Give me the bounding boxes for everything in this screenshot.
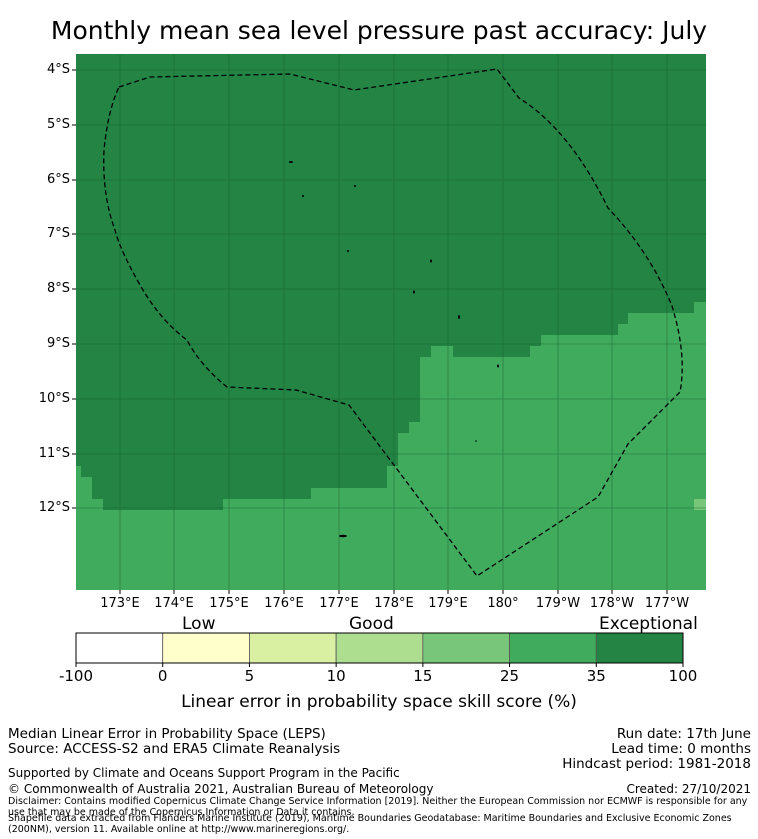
support-note: Supported by Climate and Oceans Support … — [8, 766, 400, 780]
colorbar-segment — [249, 632, 337, 664]
eez-boundary — [103, 68, 683, 577]
island — [354, 185, 356, 187]
disclaimer: Disclaimer: Contains modified Copernicus… — [8, 796, 748, 818]
colorbar-tick-label: -100 — [58, 667, 94, 685]
lead-time: Lead time: 0 months — [611, 741, 751, 757]
x-tick-label: 176°E — [264, 596, 304, 611]
y-tick-label: 8°S — [46, 281, 70, 296]
islands — [289, 161, 499, 538]
island — [458, 315, 460, 319]
created-date: Created: 27/10/2021 — [626, 782, 751, 796]
island — [413, 290, 415, 294]
island — [289, 161, 293, 163]
colorbar-tick-label: 10 — [326, 667, 346, 685]
x-tick-label: 178°E — [374, 596, 414, 611]
colorbar-segment — [335, 632, 424, 664]
x-tick-label: 174°E — [154, 596, 194, 611]
colorbar — [75, 632, 684, 667]
island — [339, 534, 347, 538]
colorbar-segment — [162, 632, 250, 664]
y-tick-label: 4°S — [46, 62, 70, 77]
copyright: © Commonwealth of Australia 2021, Austra… — [8, 782, 434, 796]
island — [430, 259, 432, 263]
category-low: Low — [182, 614, 216, 634]
y-tick-label: 11°S — [38, 446, 70, 461]
colorbar-tick-label: 25 — [500, 667, 520, 685]
x-tick-label: 180° — [487, 596, 519, 611]
tick-marks — [72, 69, 668, 594]
x-tick-label: 175°E — [209, 596, 249, 611]
y-tick-label: 12°S — [38, 500, 70, 515]
chart-title: Monthly mean sea level pressure past acc… — [50, 16, 708, 45]
colorbar-tick-label: 0 — [157, 667, 168, 685]
footer-source: Source: ACCESS-S2 and ERA5 Climate Reana… — [8, 741, 341, 757]
x-tick-label: 177°W — [644, 596, 690, 611]
colorbar-tick-label: 35 — [586, 667, 606, 685]
island — [302, 195, 304, 197]
x-tick-label: 178°W — [589, 596, 635, 611]
colorbar-segment — [75, 632, 164, 664]
light-cell — [694, 499, 706, 510]
colorbar-segment — [422, 632, 510, 664]
colorbar-tick-label: 100 — [668, 667, 698, 685]
x-tick-label: 179°E — [428, 596, 468, 611]
y-tick-label: 10°S — [38, 391, 70, 406]
y-tick-label: 9°S — [46, 336, 70, 351]
colorbar-tick-label: 5 — [244, 667, 255, 685]
x-tick-label: 173°E — [100, 596, 140, 611]
colorbar-frame — [75, 632, 684, 664]
shapefile-credit: Shapefile data extracted from Flanders M… — [8, 813, 732, 835]
category-exceptional: Exceptional — [599, 614, 698, 634]
hindcast-period: Hindcast period: 1981-2018 — [562, 756, 751, 772]
colorbar-segment — [595, 632, 684, 664]
category-good: Good — [349, 614, 394, 634]
colorbar-tick-label: 15 — [413, 667, 433, 685]
x-tick-label: 177°E — [319, 596, 359, 611]
skill-map — [76, 54, 706, 590]
y-tick-label: 6°S — [46, 172, 70, 187]
y-tick-label: 7°S — [46, 226, 70, 241]
run-date: Run date: 17th June — [616, 726, 751, 742]
colorbar-segment — [509, 632, 597, 664]
colorbar-label: Linear error in probability space skill … — [181, 692, 577, 712]
x-tick-label: 179°W — [535, 596, 581, 611]
gridlines — [76, 54, 706, 590]
exceptional-region — [76, 54, 706, 510]
island — [347, 250, 349, 252]
footer-method: Median Linear Error in Probability Space… — [8, 726, 326, 742]
y-tick-label: 5°S — [46, 117, 70, 132]
island — [497, 364, 499, 368]
island — [475, 440, 477, 442]
